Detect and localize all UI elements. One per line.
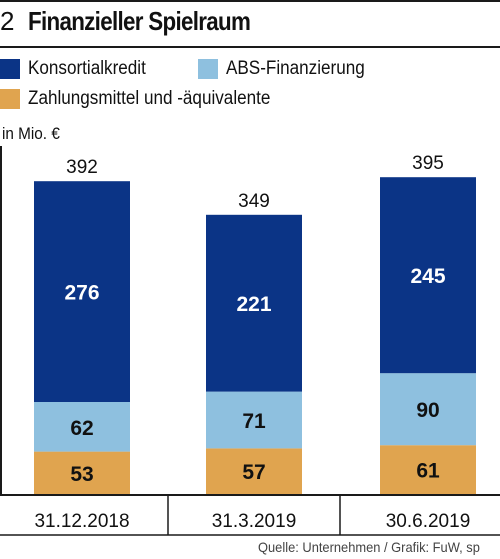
- legend-item-abs-finanzierung: ABS-Finanzierung: [198, 58, 380, 80]
- legend-item-konsortialkredit: Konsortialkredit: [0, 58, 159, 80]
- category-label: 31.3.2019: [212, 511, 297, 532]
- bar-segment-2-1: [380, 373, 476, 446]
- legend-label-zahlungsmittel: Zahlungsmittel und -äquivalente: [28, 88, 271, 109]
- legend-swatch-zahlungsmittel: [0, 89, 20, 109]
- bar-segment-0-2: [34, 181, 130, 402]
- bar-value-label: 57: [242, 461, 265, 484]
- bar-segment-2-2: [380, 177, 476, 374]
- chart-title: Finanzieller Spielraum: [28, 6, 251, 36]
- legend-swatch-konsortialkredit: [0, 59, 20, 79]
- bar-total-label: 392: [66, 157, 98, 178]
- bar-value-label: 61: [416, 460, 440, 483]
- bar-total-label: 395: [412, 153, 444, 174]
- bar-total-label: 349: [238, 191, 270, 212]
- bar-value-label: 90: [416, 399, 439, 422]
- bar-value-label: 62: [70, 417, 93, 440]
- category-label: 31.12.2018: [34, 511, 129, 532]
- source-note: Quelle: Unternehmen / Grafik: FuW, sp: [258, 539, 480, 555]
- bar-segment-2-0: [380, 445, 476, 494]
- legend-label-konsortialkredit: Konsortialkredit: [28, 58, 146, 79]
- bar-segment-1-0: [206, 448, 302, 494]
- legend-swatch-abs-finanzierung: [198, 59, 218, 79]
- bar-segment-0-1: [34, 402, 130, 452]
- bar-value-label: 53: [70, 463, 93, 486]
- bar-value-label: 221: [236, 293, 271, 316]
- bar-value-label: 245: [410, 265, 445, 288]
- legend-label-abs-finanzierung: ABS-Finanzierung: [226, 58, 365, 79]
- top-rule: [0, 0, 500, 2]
- figure-number: 2: [0, 6, 14, 36]
- bar-segment-1-1: [206, 391, 302, 449]
- bar-value-label: 276: [64, 282, 99, 305]
- category-label: 30.6.2019: [386, 511, 471, 532]
- unit-label: in Mio. €: [2, 124, 60, 143]
- title-rule: [0, 46, 500, 48]
- legend-item-zahlungsmittel: Zahlungsmittel und -äquivalente: [0, 88, 297, 110]
- bar-segment-1-2: [206, 214, 302, 392]
- bar-value-label: 71: [242, 410, 266, 433]
- bar-segment-0-0: [34, 451, 130, 494]
